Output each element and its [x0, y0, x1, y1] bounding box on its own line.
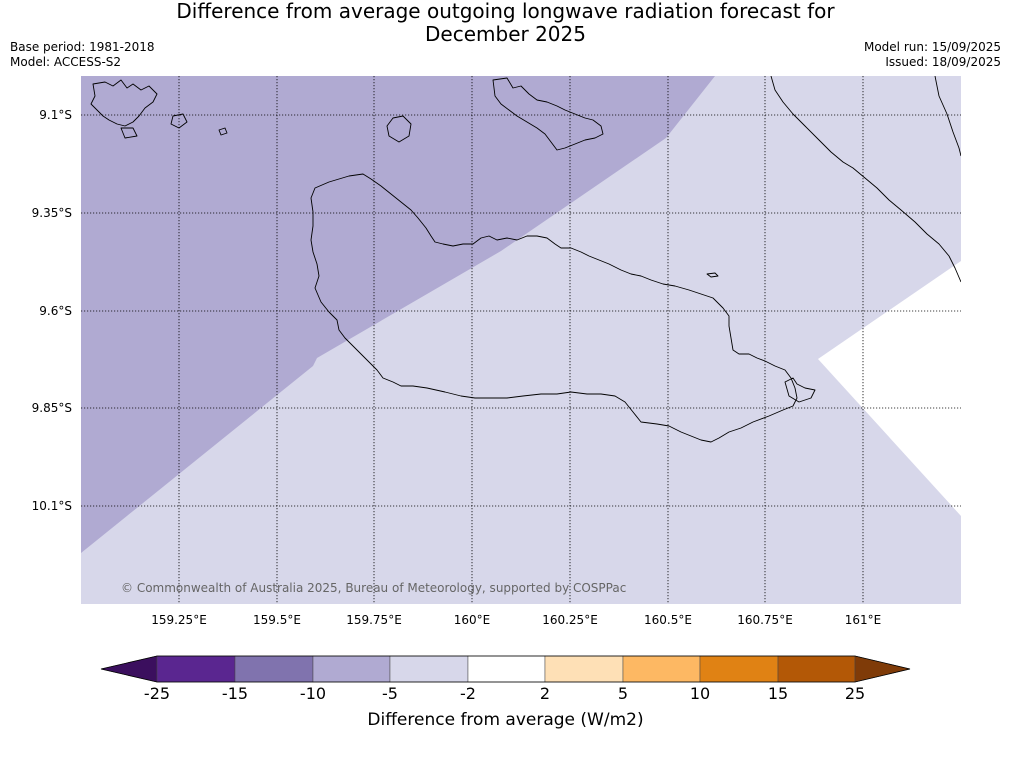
colorbar-title: Difference from average (W/m2): [367, 710, 644, 730]
anomaly-band-minus2-plus2: [818, 261, 961, 516]
base-period-text: Base period: 1981-2018: [10, 40, 155, 54]
lon-label: 159.75°E: [346, 613, 402, 627]
map-title-line-2: December 2025: [425, 22, 586, 46]
coastlines: [90, 76, 961, 443]
colorbar-tick-label: -25: [143, 684, 171, 703]
colorbar-extend-low: [100, 655, 158, 683]
island-coastline-nw-2: [170, 113, 188, 129]
copyright-text: © Commonwealth of Australia 2025, Bureau…: [121, 581, 626, 595]
island-coastline-savo: [386, 115, 412, 143]
colorbar-segment: [699, 655, 779, 683]
model-run-text: Model run: 15/09/2025: [863, 40, 1001, 54]
colorbar-segment: [544, 655, 624, 683]
lon-label: 160.5°E: [644, 613, 692, 627]
island-coastline-nw-4: [218, 127, 228, 136]
colorbar-segment: [312, 655, 391, 683]
lon-label: 159.5°E: [253, 613, 301, 627]
lon-label: 160.25°E: [542, 613, 598, 627]
anomaly-band-minus10-minus5: [81, 76, 715, 553]
colorbar-segment: [389, 655, 469, 683]
lon-label: 159.25°E: [151, 613, 207, 627]
island-coastline-malaita-east: [934, 76, 961, 157]
island-coastline-main: [310, 173, 798, 443]
colorbar-segment: [622, 655, 701, 683]
colorbar-tick-label: 5: [617, 684, 629, 703]
model-text: Model: ACCESS-S2: [10, 55, 122, 69]
colorbar-tick-label: -5: [382, 684, 398, 703]
colorbar-segment: [777, 655, 856, 683]
colorbar-segment: [467, 655, 546, 683]
colorbar-segment: [234, 655, 314, 683]
graticule: [81, 76, 961, 604]
lon-label: 160°E: [453, 613, 491, 627]
map-title: Difference from average outgoing longwav…: [0, 0, 1011, 46]
island-coastline-nw: [90, 79, 158, 127]
lon-label: 160.75°E: [737, 613, 793, 627]
island-coastline-florida: [492, 77, 604, 151]
metadata-left: Base period: 1981-2018 Model: ACCESS-S2: [10, 40, 155, 70]
colorbar-tick-label: 15: [767, 684, 789, 703]
colorbar-tick-label: 2: [539, 684, 551, 703]
map-panel: © Commonwealth of Australia 2025, Bureau…: [81, 76, 961, 604]
colorbar-segment: [156, 655, 236, 683]
issued-text: Issued: 18/09/2025: [885, 55, 1001, 69]
colorbar: [100, 655, 911, 683]
island-coastline-malaita: [770, 76, 961, 283]
lat-label: 9.85°S: [31, 401, 72, 415]
colorbar-outline: [100, 655, 911, 683]
metadata-right: Model run: 15/09/2025 Issued: 18/09/2025: [864, 40, 1001, 70]
colorbar-tick-label: 25: [844, 684, 866, 703]
lat-label: 9.35°S: [31, 206, 72, 220]
colorbar-tick-label: -2: [460, 684, 476, 703]
colorbar-tick-label: -15: [221, 684, 249, 703]
lon-label: 161°E: [844, 613, 882, 627]
islet: [706, 272, 719, 278]
lat-label: 9.6°S: [39, 304, 72, 318]
island-coastline-east-tip: [784, 377, 816, 403]
colorbar-extend-high: [854, 655, 911, 683]
lat-label: 9.1°S: [39, 108, 72, 122]
colorbar-tick-label: 10: [689, 684, 711, 703]
island-coastline-nw-3: [120, 127, 138, 139]
map-title-line-1: Difference from average outgoing longwav…: [176, 0, 835, 23]
lat-label: 10.1°S: [31, 499, 72, 513]
colorbar-tick-label: -10: [299, 684, 327, 703]
